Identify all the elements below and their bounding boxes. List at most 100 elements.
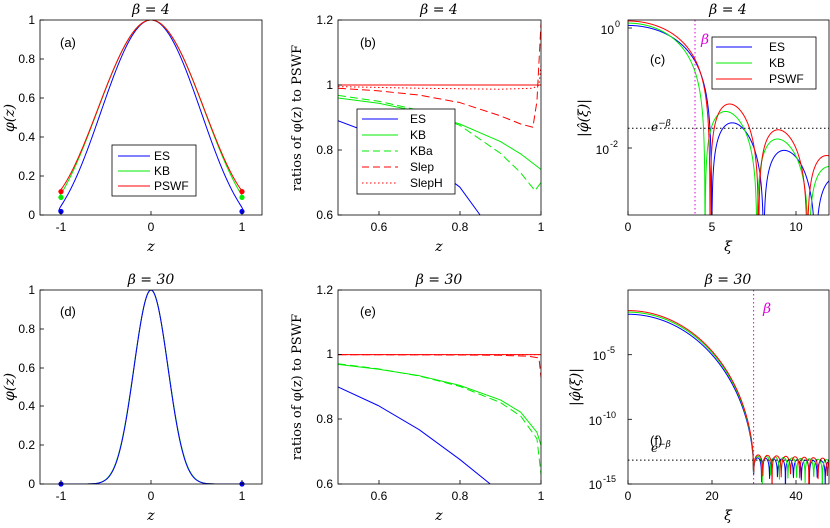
legend-label-pswf: PSWF [769,72,804,86]
panel-f-ylabel: |φ̂(ξ)| [568,368,584,406]
panel-a-ytick-label: 1 [28,13,35,27]
panel-b-xtick-label: 0.6 [371,220,388,234]
panel-c-ylabel: |φ̂(ξ)| [576,99,592,137]
panel-d-ytick-label: 0.6 [18,361,35,375]
panel-b-series-kb [338,97,541,170]
panel-a-ytick-label: 0 [28,208,35,222]
panel-c-yticks [628,27,632,149]
panel-e-series-es [338,386,491,484]
panel-b-xtick-label: 1 [538,220,545,234]
panel-d-ytick-label: 0.2 [18,438,35,452]
legend-label-kba: KBa [410,144,433,158]
panel-a-xtick-label: 0 [148,220,155,234]
panel-a-point-kb-left [58,194,64,200]
panel-b-ytick-label: 1.2 [316,13,333,27]
panel-b-ytick-label: 1 [326,78,333,92]
panel-b-xticks [378,211,542,215]
panel-d-series-pswf [58,290,244,484]
panel-c-series-es [628,24,829,215]
panel-b-series-kba [338,94,541,192]
panel-d-ytick-label: 0.8 [18,322,35,336]
panel-a-ytick-label: 0.6 [18,91,35,105]
legend-label-sleph: SlepH [410,176,443,190]
panel-e-series-kb [338,363,541,446]
legend-label-kb: KB [769,56,785,70]
panel-f-xtick-label: 0 [625,489,632,503]
panel-c-xticks [627,211,797,215]
panel-b-ylabel: ratios of φ(z) to PSWF [290,45,305,191]
panel-a-yticks [40,19,44,216]
panel-d-ytick-label: 0.4 [18,399,35,413]
legend-label-es: ES [154,149,170,163]
panel-b-legend: ES KB KBa Slep SlepH [356,108,456,195]
panel-a: β = 4 -1 0 1 0 0.2 0.4 0.6 0.8 1 z φ(z) … [2,2,263,255]
panel-b-ytick-label: 0.6 [316,208,333,222]
panel-c-ebeta-label: e−β [651,119,671,134]
panel-f-series-pswf [628,310,829,484]
panel-b-series-sleph [338,65,541,90]
panel-b-xtick-label: 0.8 [452,220,469,234]
panel-c-xtick-label: 5 [709,220,716,234]
panel-e-xticks [378,480,542,484]
panel-f-ytick-exp: -15 [603,474,616,484]
panel-a-point-kb-right [239,194,245,200]
panel-d-title: β = 30 [127,272,175,288]
panel-a-ytick-label: 0.4 [18,130,35,144]
panel-c: β = 4 0 5 10 10 0 10 -2 ξ |φ̂(ξ)| (c) β … [576,2,830,255]
panel-e-ytick-label: 0.8 [316,412,333,426]
panel-e-series-kba [338,363,541,475]
panel-b-xlabel: z [434,239,443,255]
panel-e-xlabel: z [434,508,443,524]
panel-f-xlabel: ξ [724,508,733,524]
panel-c-ytick-exp: -2 [610,139,618,149]
panel-d-xlabel: z [146,508,155,524]
panel-b-title: β = 4 [419,2,458,18]
panel-e-series-slep [338,354,541,378]
panel-c-beta-marker-label: β [700,32,709,48]
panel-f-series-kb [628,311,829,484]
panel-f-tag: (f) [650,433,662,448]
panel-f-axes-box [627,289,830,485]
panel-a-xtick-label: -1 [56,220,67,234]
panel-d-tag: (d) [60,304,76,319]
panel-a-ytick-label: 0.2 [18,169,35,183]
panel-c-series-pswf [628,20,829,215]
panel-d-series-kb [58,290,244,484]
panel-e-tag: (e) [360,304,376,319]
panel-f-ytick-exp: -10 [603,410,616,420]
panel-f-xticks [627,480,797,484]
panel-d-xticks [60,480,243,484]
panel-e-ytick-label: 1 [326,347,333,361]
panel-f-series-es [628,313,829,484]
panel-a-xticks [60,211,243,215]
panel-f-curves [628,290,829,484]
panel-d-xtick-label: 0 [148,489,155,503]
panel-c-xtick-label: 0 [625,220,632,234]
panel-b-series-slep [338,23,541,128]
panel-c-series-kb [628,22,829,215]
panel-f-ytick-label: 10 [589,414,603,428]
panel-d-xtick-label: 1 [239,489,246,503]
panel-f-title: β = 30 [704,272,752,288]
panel-d-ytick-label: 1 [28,283,35,297]
panel-a-legend: ES KB PSWF [111,144,197,197]
panel-f-ytick-label: 10 [589,478,603,492]
panel-e-ytick-label: 0.6 [316,477,333,491]
panel-d-yticks [40,289,44,485]
panel-e-ylabel: ratios of φ(z) to PSWF [290,314,305,460]
legend-label-kb: KB [410,128,426,142]
panel-e-xtick-label: 0.8 [452,489,469,503]
panel-f-yticks [628,354,632,485]
panel-e-title: β = 30 [415,272,463,288]
panel-a-tag: (a) [60,35,76,50]
panel-e-yticks [338,289,342,485]
legend-label-slep: Slep [410,160,434,174]
legend-label-es: ES [769,40,785,54]
panel-d-axes-box [39,289,263,485]
panel-c-title: β = 4 [708,2,747,18]
panel-a-series-pswf [58,20,244,193]
panel-f: β = 30 0 20 40 10 -5 10 -10 10 -15 ξ |φ̂… [568,272,830,524]
panel-c-xtick-label: 10 [789,220,803,234]
legend-label-es: ES [410,112,426,126]
